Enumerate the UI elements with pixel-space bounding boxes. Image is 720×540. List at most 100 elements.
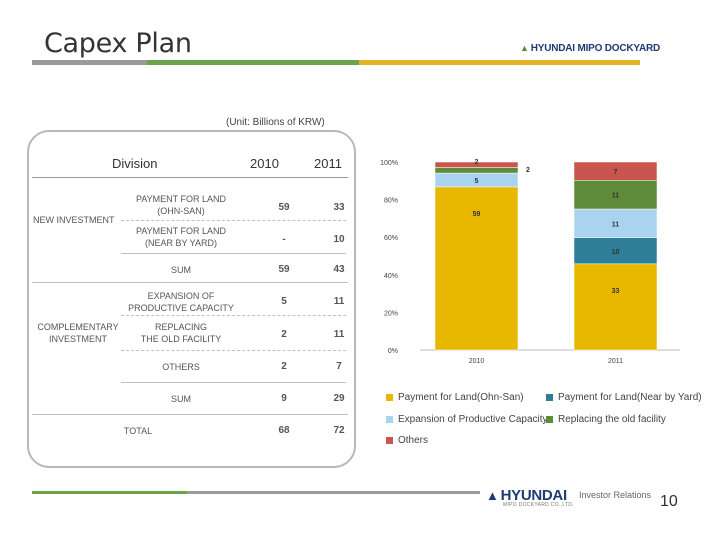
row-divider <box>121 253 346 254</box>
row-label-others: OTHERS <box>162 362 200 372</box>
legend-item: Others <box>386 435 428 446</box>
row-label-line2: (OHN-SAN) <box>157 206 205 216</box>
row-label-total: TOTAL <box>123 426 153 436</box>
row-divider <box>121 220 346 221</box>
company-logo-text: HYUNDAI MIPO DOCKYARD <box>530 43 661 54</box>
row-label-land-ohnsan: PAYMENT FOR LAND (OHN-SAN) <box>121 193 241 217</box>
group-complementary-line1: COMPLEMENTARY <box>37 322 119 332</box>
footer-logo-triangle-icon: ▲ <box>486 488 499 503</box>
header-rule <box>32 60 640 65</box>
cell-2011: 7 <box>336 361 342 372</box>
cell-2011: 29 <box>333 393 345 404</box>
row-divider <box>32 414 348 415</box>
legend-swatch <box>546 394 553 401</box>
legend-swatch <box>386 394 393 401</box>
y-tick-label: 40% <box>384 273 398 280</box>
y-tick-label: 100% <box>380 160 398 167</box>
cell-2011: 33 <box>333 202 345 213</box>
cell-2010: 9 <box>281 393 287 404</box>
cell-2011: 11 <box>333 329 345 340</box>
data-label: 2 <box>526 167 530 174</box>
legend-label: Expansion of Productive Capacity <box>398 414 548 425</box>
data-label: 33 <box>612 288 620 295</box>
footer-logo-text: HYUNDAI <box>500 487 568 504</box>
row-divider <box>32 282 348 283</box>
cell-2011: 11 <box>333 296 345 307</box>
capex-table: Division 2010 2011 NEW INVESTMENT COMPLE… <box>27 130 356 468</box>
bar-segment <box>573 208 658 238</box>
data-label: 10 <box>612 249 620 256</box>
cell-2010: 59 <box>278 264 290 275</box>
data-label: 11 <box>612 221 620 228</box>
group-complementary-investment: COMPLEMENTARY INVESTMENT <box>33 321 123 345</box>
y-tick-label: 20% <box>384 310 398 317</box>
x-tick-label: 2011 <box>608 358 623 365</box>
row-label-line1: REPLACING <box>154 322 207 332</box>
page-number: 10 <box>660 493 678 510</box>
row-label-line2: PRODUCTIVE CAPACITY <box>128 303 234 313</box>
x-tick-label: 2010 <box>469 358 485 365</box>
footer-logo-sub: MIPO DOCKYARD CO.,LTD. <box>503 502 574 508</box>
footer-rule <box>32 491 480 494</box>
legend-item: Payment for Land(Near by Yard) <box>546 392 702 403</box>
legend-label: Payment for Land(Ohn-San) <box>398 392 524 403</box>
logo-triangle-icon: ▲ <box>520 43 529 53</box>
row-label-line1: PAYMENT FOR LAND <box>135 194 226 204</box>
cell-2010: 2 <box>281 361 287 372</box>
row-divider <box>121 382 346 383</box>
header-division: Division <box>112 156 158 171</box>
data-label: 59 <box>473 211 481 218</box>
company-logo: ▲ HYUNDAI MIPO DOCKYARD <box>520 43 660 54</box>
row-divider <box>121 315 346 316</box>
legend-label: Payment for Land(Near by Yard) <box>558 392 702 403</box>
legend-item: Replacing the old facility <box>546 414 666 425</box>
row-label-expansion: EXPANSION OF PRODUCTIVE CAPACITY <box>121 290 241 314</box>
cell-2010: 59 <box>278 202 290 213</box>
footer-logo: ▲ HYUNDAI <box>486 487 567 504</box>
investor-relations-label: Investor Relations <box>579 490 652 500</box>
legend-swatch <box>386 437 393 444</box>
cell-2011: 43 <box>333 264 345 275</box>
legend-item: Expansion of Productive Capacity <box>386 414 548 425</box>
cell-2010: 68 <box>278 425 290 436</box>
y-tick-label: 0% <box>388 348 398 355</box>
header-2011: 2011 <box>314 156 342 171</box>
y-tick-label: 60% <box>384 235 398 242</box>
data-label: 5 <box>475 178 479 185</box>
y-tick-label: 80% <box>384 198 398 205</box>
bar-segment <box>434 186 519 351</box>
row-label-sum-comp: SUM <box>171 394 191 404</box>
data-label: 11 <box>612 193 620 200</box>
row-label-replacing: REPLACING THE OLD FACILITY <box>121 321 241 345</box>
cell-2011: 10 <box>333 234 345 245</box>
row-label-land-nearby: PAYMENT FOR LAND (NEAR BY YARD) <box>121 225 241 249</box>
group-new-investment: NEW INVESTMENT <box>33 215 115 225</box>
header-divider <box>32 177 348 178</box>
group-complementary-line2: INVESTMENT <box>48 334 107 344</box>
row-label-line2: THE OLD FACILITY <box>140 334 222 344</box>
page-title: Capex Plan <box>44 28 192 59</box>
header-2010: 2010 <box>250 156 279 171</box>
bar-segment <box>434 167 519 174</box>
legend-item: Payment for Land(Ohn-San) <box>386 392 524 403</box>
legend-swatch <box>386 416 393 423</box>
row-divider <box>121 350 346 351</box>
row-label-sum-new: SUM <box>171 265 191 275</box>
capex-stacked-chart: 0% 20% 40% 60% 80% 100% 2010 59 5 2 2 2011 33 10 11 11 7 <box>380 159 680 365</box>
bar-segment <box>573 180 658 210</box>
row-label-line2: (NEAR BY YARD) <box>144 238 218 248</box>
legend-swatch <box>546 416 553 423</box>
bar-segment <box>573 263 658 351</box>
row-label-line1: EXPANSION OF <box>147 291 215 301</box>
bar-segment <box>434 161 519 168</box>
legend-label: Others <box>398 435 429 446</box>
cell-2011: 72 <box>333 425 345 436</box>
cell-2010: 5 <box>281 296 287 307</box>
unit-label: (Unit: Billions of KRW) <box>226 117 325 128</box>
bar-segment <box>573 161 658 181</box>
data-label: 2 <box>475 159 479 166</box>
row-label-line1: PAYMENT FOR LAND <box>135 226 226 236</box>
cell-2010: - <box>282 234 286 245</box>
cell-2010: 2 <box>281 329 287 340</box>
legend-label: Replacing the old facility <box>558 414 666 425</box>
